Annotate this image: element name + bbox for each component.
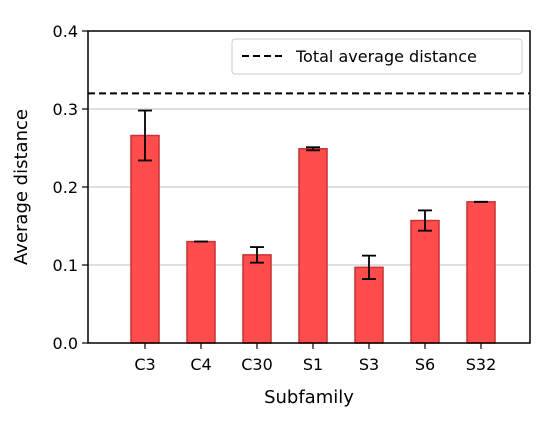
bar-c4 <box>186 240 216 344</box>
x-tick-label: S1 <box>303 355 323 374</box>
bar-s6 <box>410 219 440 344</box>
legend-box <box>231 38 523 75</box>
y-tick-label: 0.2 <box>53 178 78 197</box>
x-tick-label: C3 <box>134 355 155 374</box>
x-axis-label: Subfamily <box>264 387 354 408</box>
y-tick-label: 0.4 <box>53 22 78 41</box>
y-axis-label: Average distance <box>11 109 32 265</box>
legend-entry-label: Total average distance <box>295 47 477 66</box>
x-tick-label: S32 <box>466 355 497 374</box>
x-tick-label: S6 <box>415 355 435 374</box>
y-tick-label: 0.1 <box>53 256 78 275</box>
bar-c3 <box>130 134 160 344</box>
bars-group <box>130 134 496 344</box>
y-axis-ticks: 0.0 0.1 0.2 0.3 0.4 <box>53 22 88 353</box>
error-bars-group <box>138 109 488 280</box>
bar-s1 <box>298 148 328 344</box>
legend: Total average distance <box>231 38 523 75</box>
bar-c30 <box>242 254 272 344</box>
x-tick-label: C30 <box>241 355 273 374</box>
x-tick-label: C4 <box>190 355 211 374</box>
bar-s32 <box>466 201 496 344</box>
x-tick-label: S3 <box>359 355 379 374</box>
y-tick-label: 0.0 <box>53 334 78 353</box>
bar-s3 <box>354 266 384 344</box>
x-axis-ticks: C3 C4 C30 S1 S3 S6 S32 <box>134 343 496 374</box>
y-tick-label: 0.3 <box>53 100 78 119</box>
